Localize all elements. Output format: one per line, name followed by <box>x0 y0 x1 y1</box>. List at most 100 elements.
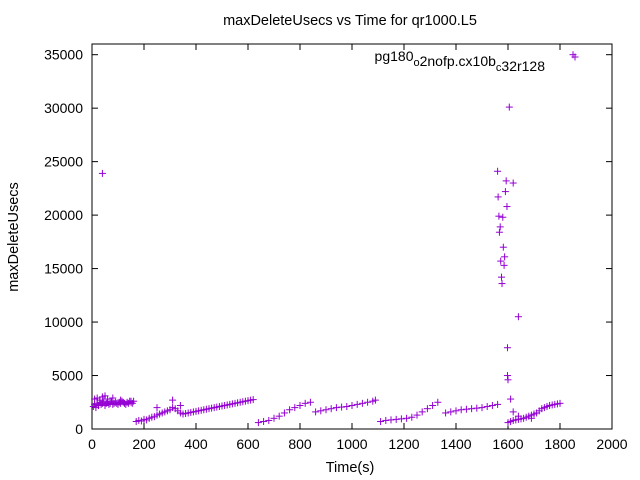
data-point <box>509 408 517 416</box>
data-point <box>447 408 455 416</box>
data-point <box>499 243 507 251</box>
data-point <box>497 257 505 265</box>
data-point <box>478 404 486 412</box>
data-point <box>286 406 294 414</box>
data-point <box>501 188 509 196</box>
data-point <box>291 404 299 412</box>
y-axis-label: maxDeleteUsecs <box>6 182 22 292</box>
data-point <box>306 398 314 406</box>
data-point <box>514 313 522 321</box>
data-point <box>176 401 184 409</box>
data-point <box>527 414 535 422</box>
data-point <box>117 396 125 404</box>
data-point <box>260 418 268 426</box>
data-point <box>503 344 511 352</box>
data-point <box>504 376 512 384</box>
y-tick-label: 30000 <box>44 100 83 116</box>
chart-title: maxDeleteUsecs vs Time for qr1000.L5 <box>223 13 477 29</box>
x-tick-label: 800 <box>288 436 312 452</box>
data-point <box>494 400 502 408</box>
x-axis-label: Time(s) <box>326 460 375 476</box>
data-point <box>457 406 465 414</box>
data-point <box>452 407 460 415</box>
data-point <box>358 399 366 407</box>
data-point <box>494 193 502 201</box>
data-point <box>296 401 304 409</box>
data-point <box>169 396 177 404</box>
data-point <box>413 411 421 419</box>
x-tick-label: 1200 <box>388 436 419 452</box>
data-point <box>556 399 564 407</box>
data-point <box>275 412 283 420</box>
data-point <box>98 169 106 177</box>
x-tick-label: 2000 <box>596 436 627 452</box>
data-point <box>317 407 325 415</box>
data-point <box>270 414 278 422</box>
data-point <box>429 401 437 409</box>
legend-marker <box>571 53 579 61</box>
y-tick-label: 35000 <box>44 47 83 63</box>
data-point <box>502 177 510 185</box>
data-point <box>514 412 522 420</box>
y-axis-ticks: 0 5000 10000 15000 20000 25000 30000 35000 <box>44 47 612 437</box>
x-tick-label: 1000 <box>336 436 367 452</box>
data-point <box>392 415 400 423</box>
data-point <box>249 396 257 404</box>
data-point <box>495 228 503 236</box>
data-point <box>498 280 506 288</box>
data-point <box>353 400 361 408</box>
data-point <box>280 409 288 417</box>
data-point <box>500 261 508 269</box>
y-tick-label: 5000 <box>52 368 83 384</box>
data-point <box>338 403 346 411</box>
data-point <box>468 405 476 413</box>
data-points <box>89 51 577 427</box>
data-point <box>408 413 416 421</box>
data-point <box>503 372 511 380</box>
data-point <box>462 405 470 413</box>
data-point <box>442 409 450 417</box>
data-point <box>488 401 496 409</box>
data-point <box>377 418 385 426</box>
data-point <box>387 416 395 424</box>
data-point <box>254 419 262 427</box>
x-tick-label: 1600 <box>492 436 523 452</box>
x-tick-label: 400 <box>184 436 208 452</box>
data-point <box>423 405 431 413</box>
x-tick-label: 0 <box>88 436 96 452</box>
data-point <box>364 398 372 406</box>
data-point <box>418 408 426 416</box>
data-point <box>301 399 309 407</box>
data-point <box>496 223 504 231</box>
data-point <box>509 179 517 187</box>
data-point <box>495 212 503 220</box>
data-point <box>505 103 513 111</box>
data-point <box>498 273 505 281</box>
data-point <box>265 416 273 424</box>
data-point <box>312 408 320 416</box>
y-tick-label: 20000 <box>44 207 83 223</box>
data-point <box>109 394 117 402</box>
data-point <box>327 405 335 413</box>
x-tick-label: 600 <box>236 436 260 452</box>
data-point <box>332 404 340 412</box>
data-point <box>104 395 112 403</box>
data-point <box>507 395 515 403</box>
legend-label: pg180o2nofp.cx10bc32r128 <box>375 48 546 74</box>
data-point <box>397 415 405 423</box>
y-tick-label: 0 <box>75 421 83 437</box>
data-point <box>483 403 491 411</box>
y-tick-label: 10000 <box>44 314 83 330</box>
data-point <box>473 404 481 412</box>
data-point <box>127 397 135 405</box>
x-tick-label: 1400 <box>440 436 471 452</box>
data-point <box>503 203 511 211</box>
data-point <box>494 167 502 175</box>
data-point <box>348 401 356 409</box>
plot-area-border <box>91 43 613 430</box>
x-axis-ticks: 0 200 400 600 800 1000 1200 1400 1600 1800 2000 <box>88 44 628 452</box>
x-tick-label: 1800 <box>544 436 575 452</box>
x-tick-label: 200 <box>132 436 156 452</box>
y-tick-label: 15000 <box>44 261 83 277</box>
